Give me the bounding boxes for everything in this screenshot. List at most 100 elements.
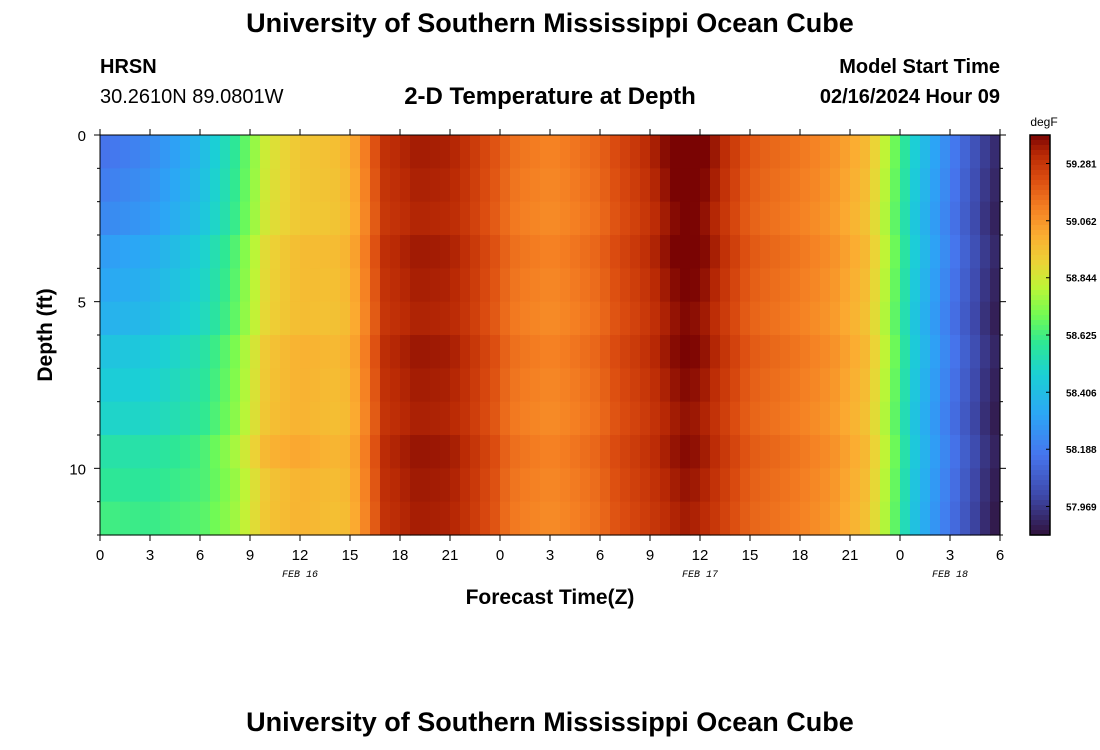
heatmap-cell: [730, 435, 741, 469]
heatmap-cell: [460, 135, 471, 169]
heatmap-cell: [130, 401, 141, 436]
heatmap-cell: [590, 301, 601, 336]
heatmap-cell: [590, 201, 601, 236]
heatmap-cell: [790, 135, 801, 169]
heatmap-cell: [730, 301, 741, 336]
heatmap-cell: [450, 368, 461, 403]
heatmap-cell: [190, 268, 201, 303]
colorbar-segment: [1030, 445, 1050, 451]
heatmap-cell: [530, 135, 541, 169]
colorbar-label: 58.625: [1066, 331, 1097, 342]
heatmap-cell: [140, 335, 151, 369]
heatmap-cell: [440, 335, 451, 369]
heatmap-cell: [680, 468, 691, 503]
heatmap-cell: [450, 401, 461, 436]
heatmap-cell: [510, 135, 521, 169]
heatmap-cell: [260, 135, 271, 169]
heatmap-cell: [260, 468, 271, 503]
heatmap-cell: [670, 501, 681, 536]
heatmap-cell: [790, 168, 801, 203]
colorbar-segment: [1030, 460, 1050, 466]
heatmap-cell: [770, 201, 781, 236]
colorbar-segment: [1030, 440, 1050, 446]
heatmap-cell: [730, 501, 741, 536]
heatmap-cell: [100, 168, 111, 203]
heatmap-cell: [560, 335, 571, 369]
heatmap-cell: [980, 501, 991, 536]
heatmap-cell: [550, 268, 561, 303]
heatmap-cell: [300, 301, 311, 336]
heatmap-cell: [590, 401, 601, 436]
heatmap-cell: [610, 501, 621, 536]
heatmap-cell: [540, 368, 551, 403]
heatmap-cell: [550, 501, 561, 536]
heatmap-cell: [850, 268, 861, 303]
heatmap-cell: [700, 435, 711, 469]
x-tick-label: 12: [292, 547, 309, 564]
heatmap-cell: [480, 201, 491, 236]
heatmap-cell: [520, 268, 531, 303]
heatmap-cell: [150, 135, 161, 169]
colorbar-segment: [1030, 265, 1050, 271]
colorbar-segment: [1030, 400, 1050, 406]
heatmap-cell: [390, 368, 401, 403]
heatmap-cell: [950, 235, 961, 269]
heatmap-cell: [950, 168, 961, 203]
heatmap-cell: [250, 335, 261, 369]
heatmap-cell: [470, 401, 481, 436]
heatmap-cell: [790, 301, 801, 336]
heatmap-cell: [880, 401, 891, 436]
heatmap-cell: [970, 468, 981, 503]
heatmap-cell: [780, 468, 791, 503]
colorbar-segment: [1030, 290, 1050, 296]
heatmap-cell: [590, 268, 601, 303]
x-tick-label: 9: [646, 547, 654, 564]
heatmap-cell: [460, 368, 471, 403]
heatmap-cell: [740, 168, 751, 203]
heatmap-cell: [140, 435, 151, 469]
heatmap-cell: [310, 168, 321, 203]
heatmap-cell: [260, 335, 271, 369]
heatmap-cell: [930, 468, 941, 503]
heatmap-cell: [460, 435, 471, 469]
heatmap-cell: [900, 501, 911, 536]
colorbar-label: 59.062: [1066, 217, 1097, 228]
heatmap-cell: [340, 501, 351, 536]
heatmap-cell: [280, 201, 291, 236]
heatmap-cell: [350, 201, 361, 236]
heatmap-cell: [110, 435, 121, 469]
heatmap-cell: [850, 368, 861, 403]
heatmap-cell: [270, 335, 281, 369]
heatmap-cell: [910, 335, 921, 369]
heatmap-cell: [530, 368, 541, 403]
heatmap-cell: [520, 435, 531, 469]
heatmap-cell: [580, 235, 591, 269]
heatmap-cell: [620, 235, 631, 269]
heatmap-chart: 0 3 6 9 12 15 18 21 0 3 6 9 12 15 18 21 0 3 6 FEB 16 FEB 17 F…: [34, 115, 1097, 609]
heatmap-cell: [160, 468, 171, 503]
heatmap-cell: [920, 368, 931, 403]
heatmap-cell: [910, 368, 921, 403]
heatmap-cell: [410, 501, 421, 536]
heatmap-cell: [310, 501, 321, 536]
heatmap-cell: [620, 368, 631, 403]
heatmap-cell: [270, 401, 281, 436]
heatmap-cell: [150, 168, 161, 203]
heatmap-cell: [930, 301, 941, 336]
heatmap-cell: [110, 401, 121, 436]
heatmap-cell: [740, 401, 751, 436]
heatmap-cell: [230, 168, 241, 203]
heatmap-cell: [130, 335, 141, 369]
colorbar-label: 59.281: [1066, 159, 1097, 170]
heatmap-cell: [560, 301, 571, 336]
heatmap-cell: [940, 235, 951, 269]
heatmap-cell: [150, 301, 161, 336]
heatmap-cell: [760, 468, 771, 503]
heatmap-cell: [170, 401, 181, 436]
heatmap-cell: [570, 468, 581, 503]
colorbar-segment: [1030, 405, 1050, 411]
heatmap-cell: [300, 335, 311, 369]
heatmap-cell: [520, 301, 531, 336]
heatmap-cell: [630, 168, 641, 203]
heatmap-cell: [790, 235, 801, 269]
